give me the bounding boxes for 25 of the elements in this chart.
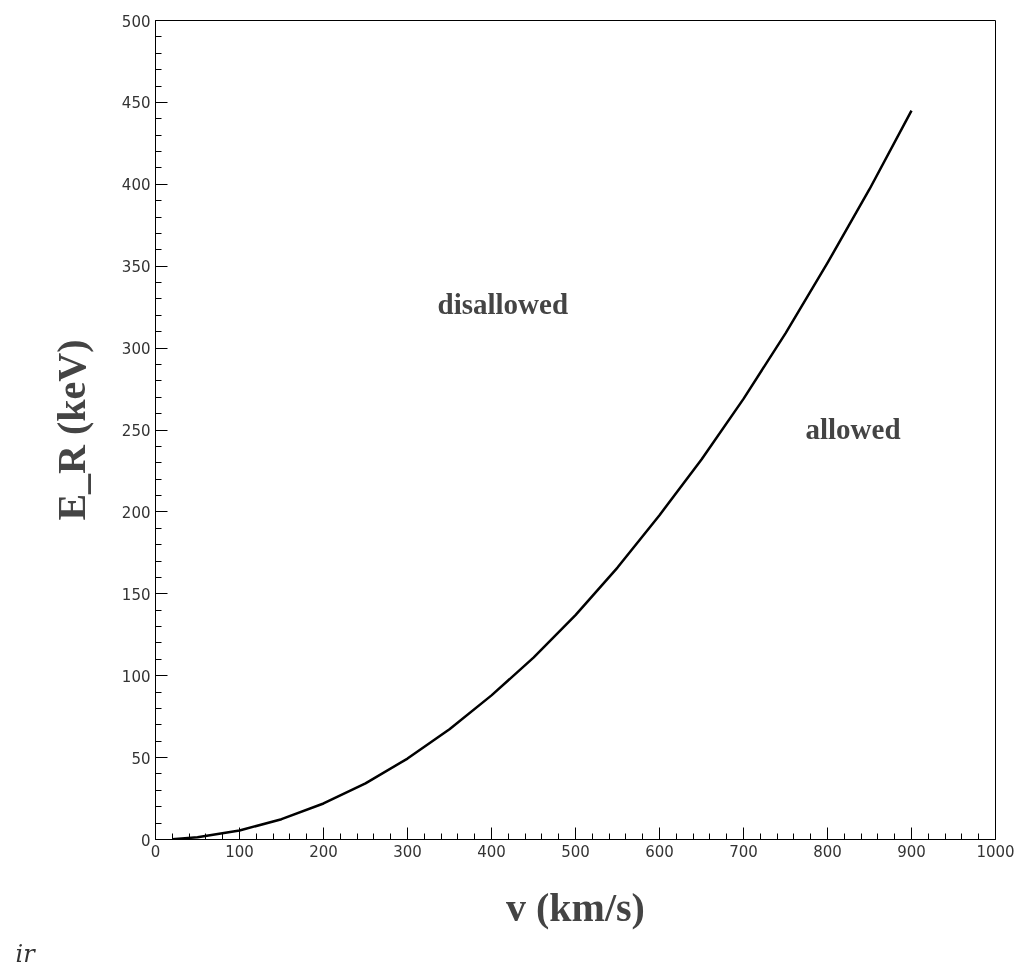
y-axis-title: E_R (keV): [48, 339, 94, 521]
x-tick-label: 600: [645, 842, 674, 861]
annotation: allowed: [805, 412, 901, 445]
y-tick-label: 150: [121, 585, 151, 604]
x-tick-label: 100: [225, 842, 254, 861]
x-tick-label: 500: [561, 842, 590, 861]
x-tick-label: 400: [477, 842, 506, 861]
text: ir: [15, 939, 37, 968]
y-tick-label: 350: [121, 258, 151, 277]
x-tick-label: 200: [309, 842, 338, 861]
y-tick-label: 500: [121, 12, 151, 31]
annotation: disallowed: [437, 287, 569, 320]
x-axis-title: v (km/s): [506, 884, 645, 930]
y-tick-label: 400: [121, 176, 151, 195]
y-tick-label: 50: [131, 749, 151, 768]
y-tick-label: 200: [121, 503, 151, 522]
x-tick-label: 900: [897, 842, 926, 861]
y-tick-label: 300: [121, 340, 151, 359]
y-tick-label: 100: [121, 667, 151, 686]
x-tick-label: 1000: [976, 842, 1015, 861]
x-tick-label: 300: [393, 842, 422, 861]
x-tick-label: 800: [813, 842, 842, 861]
x-tick-label: 700: [729, 842, 758, 861]
y-tick-label: 250: [121, 422, 151, 440]
y-tick-label: 450: [121, 94, 151, 113]
